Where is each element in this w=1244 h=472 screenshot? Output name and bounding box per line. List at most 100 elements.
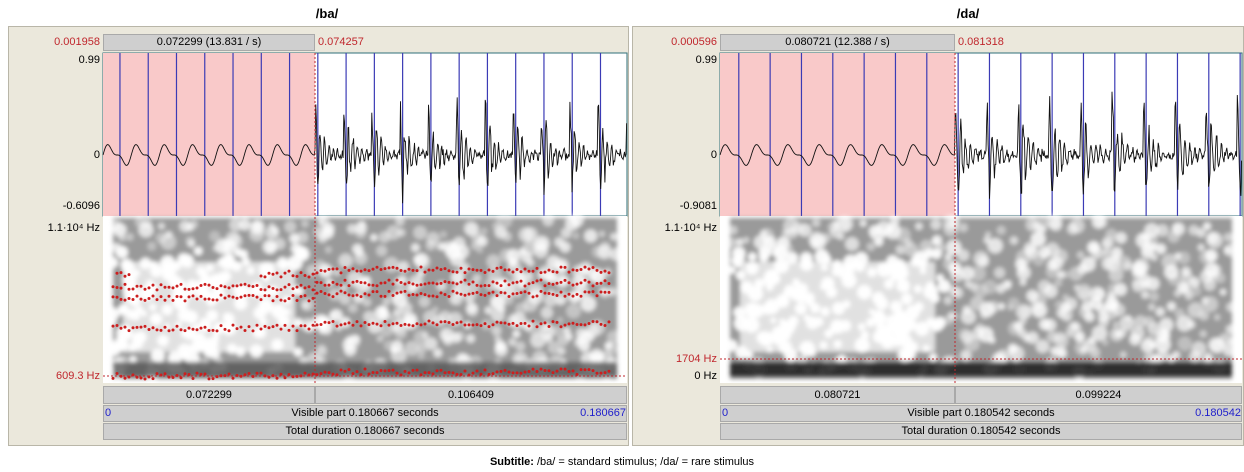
formant-dot — [419, 292, 423, 296]
formant-dot — [555, 320, 559, 324]
formant-dot — [139, 325, 143, 329]
formant-dot — [439, 268, 443, 272]
formant-dot — [111, 376, 115, 380]
spectrogram-blob — [221, 239, 237, 254]
formant-dot — [567, 322, 571, 326]
formant-dot — [295, 274, 299, 278]
spectrogram-blob — [1107, 283, 1119, 295]
formant-dot — [399, 269, 403, 273]
formant-dot — [587, 321, 591, 325]
spectrogram-blob — [983, 236, 991, 244]
spectrogram-blob — [1140, 338, 1155, 353]
formant-dot — [307, 327, 311, 331]
formant-dot — [507, 370, 511, 374]
spectrogram-blob — [424, 337, 438, 350]
formant-dot — [115, 371, 119, 375]
formant-dot — [599, 290, 603, 294]
formant-dot — [367, 269, 371, 273]
spectrogram-blob — [820, 233, 831, 243]
spectrogram-blob — [508, 338, 517, 347]
formant-dot — [287, 372, 291, 376]
spectrogram-blob — [325, 278, 333, 287]
spectrogram-blob — [409, 274, 422, 288]
spectrogram-blob — [370, 233, 378, 242]
formant-dot — [331, 320, 335, 324]
formant-dot — [455, 372, 459, 376]
formant-dot — [203, 325, 207, 329]
formant-dot — [495, 281, 499, 285]
spectrogram-blob — [546, 255, 561, 269]
formant-dot — [119, 286, 123, 290]
spectrogram-blob — [338, 253, 353, 268]
spectrogram-blob — [987, 238, 1003, 254]
formant-dot — [407, 371, 411, 375]
formant-dot — [379, 294, 383, 298]
formant-dot — [155, 328, 159, 332]
segment-left: 0.072299 — [103, 386, 315, 404]
formant-dot — [395, 291, 399, 295]
spectrogram-blob — [814, 249, 830, 264]
formant-dot — [463, 369, 467, 373]
formant-dot — [571, 294, 575, 298]
spectrogram-blob — [866, 242, 876, 252]
spectrogram-blob — [984, 231, 992, 238]
spectrogram-blob — [747, 252, 757, 262]
formant-dot — [115, 295, 119, 299]
spectrogram-blob — [1054, 278, 1063, 287]
formant-dot — [439, 281, 443, 285]
spectrogram-blob — [1189, 277, 1200, 288]
formant-dot — [443, 320, 447, 324]
spectrogram-blob — [545, 271, 558, 284]
spectrogram-blob — [238, 249, 249, 259]
formant-dot — [587, 267, 591, 271]
spectrogram-blob — [1098, 317, 1109, 328]
spectrogram-blob — [383, 256, 400, 273]
segment-right: 0.099224 — [955, 386, 1242, 404]
formant-dot — [491, 280, 495, 284]
formant-dot — [279, 298, 283, 302]
formant-dot — [327, 321, 331, 325]
spectrogram-blob — [576, 285, 590, 299]
spectrogram-blob — [138, 222, 154, 238]
formant-dot — [575, 268, 579, 272]
spectrogram-blob — [1057, 348, 1067, 359]
formant-dot — [151, 294, 155, 298]
formant-dot — [471, 268, 475, 272]
formant-dot — [287, 283, 291, 287]
formant-dot — [319, 281, 323, 285]
formant-dot — [291, 274, 295, 278]
spectrogram-blob — [442, 331, 449, 338]
spectrogram-blob — [948, 261, 962, 275]
formant-dot — [279, 275, 283, 279]
formant-dot — [355, 279, 359, 283]
formant-dot — [359, 324, 363, 328]
formant-dot — [215, 298, 219, 302]
formant-dot — [235, 296, 239, 300]
spectrogram-blob — [448, 312, 463, 327]
spectrogram-blob — [1159, 317, 1174, 332]
spectrogram-blob — [993, 267, 1006, 279]
formant-dot — [183, 287, 187, 291]
formant-dot — [531, 281, 535, 285]
spectrogram-blob — [607, 287, 617, 297]
subtitle-label: Subtitle: — [489, 456, 534, 468]
spectrogram-blob — [557, 347, 566, 356]
spectrogram-blob — [314, 226, 325, 238]
spectrogram-blob — [354, 251, 368, 265]
formant-dot — [191, 376, 195, 380]
formant-dot — [539, 278, 543, 282]
formant-dot — [499, 284, 503, 288]
formant-dot — [575, 282, 579, 286]
spectrogram-blob — [1199, 330, 1207, 338]
formant-dot — [363, 320, 367, 324]
formant-dot — [379, 324, 383, 328]
formant-dot — [531, 319, 535, 323]
formant-dot — [247, 325, 251, 329]
formant-dot — [263, 294, 267, 298]
spectrogram-blob — [557, 334, 569, 347]
formant-dot — [123, 274, 127, 278]
formant-dot — [491, 372, 495, 376]
subtitle: Subtitle: /ba/ = standard stimulus; /da/… — [0, 454, 1244, 470]
formant-dot — [311, 372, 315, 376]
formant-dot — [335, 267, 339, 271]
